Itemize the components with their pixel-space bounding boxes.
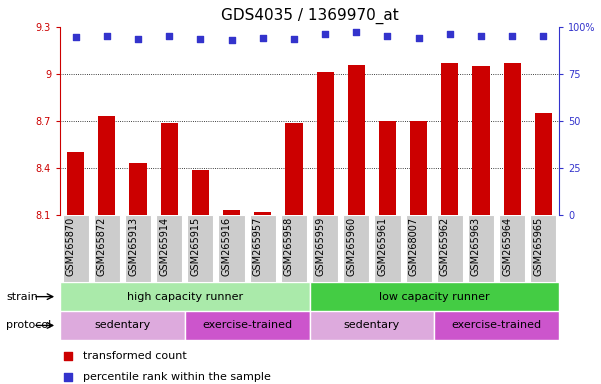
Text: GSM265960: GSM265960 (346, 217, 356, 276)
Text: sedentary: sedentary (94, 320, 151, 331)
Bar (223, 210, 240, 215)
Text: GSM265962: GSM265962 (440, 217, 450, 276)
Bar (472, 66, 490, 215)
Bar (530, 215, 557, 282)
Point (476, 32, 486, 38)
Bar (67, 152, 84, 215)
Bar (468, 215, 494, 282)
Text: GSM265964: GSM265964 (502, 217, 512, 276)
Text: strain: strain (6, 291, 38, 302)
Point (445, 31, 454, 37)
Text: GSM265913: GSM265913 (128, 217, 138, 276)
Point (63, 353, 72, 359)
Bar (374, 215, 400, 282)
Bar (310, 282, 559, 311)
Bar (310, 311, 435, 340)
Text: GSM265961: GSM265961 (377, 217, 388, 276)
Text: GSM268007: GSM268007 (409, 217, 419, 276)
Bar (125, 215, 151, 282)
Point (227, 37, 236, 43)
Point (102, 32, 112, 38)
Text: GSM265959: GSM265959 (315, 217, 325, 276)
Bar (499, 215, 525, 282)
Bar (281, 215, 307, 282)
Bar (249, 215, 276, 282)
Bar (312, 215, 338, 282)
Bar (185, 311, 310, 340)
Text: GSM265965: GSM265965 (533, 217, 543, 276)
Text: GSM265914: GSM265914 (159, 217, 169, 276)
Bar (343, 215, 370, 282)
Point (289, 36, 299, 42)
Text: sedentary: sedentary (344, 320, 400, 331)
Bar (99, 116, 115, 215)
Bar (60, 282, 310, 311)
Text: GSM265915: GSM265915 (191, 217, 200, 276)
Point (63, 374, 72, 381)
Bar (254, 212, 271, 215)
Bar (63, 215, 89, 282)
Text: protocol: protocol (6, 320, 51, 331)
Text: percentile rank within the sample: percentile rank within the sample (82, 372, 270, 382)
Text: GSM265958: GSM265958 (284, 217, 294, 276)
Title: GDS4035 / 1369970_at: GDS4035 / 1369970_at (221, 8, 398, 24)
Bar (156, 215, 182, 282)
Bar (435, 311, 559, 340)
Point (352, 29, 361, 35)
Text: GSM265963: GSM265963 (471, 217, 481, 276)
Bar (285, 122, 302, 215)
Bar (410, 121, 427, 215)
Bar (188, 215, 213, 282)
Bar (441, 63, 459, 215)
Text: high capacity runner: high capacity runner (127, 291, 243, 302)
Bar (406, 215, 432, 282)
Point (507, 32, 517, 38)
Text: transformed count: transformed count (82, 351, 186, 361)
Bar (94, 215, 120, 282)
Point (383, 32, 392, 38)
Bar (504, 63, 520, 215)
Point (414, 35, 424, 41)
Bar (317, 72, 334, 215)
Bar (437, 215, 463, 282)
Bar (379, 121, 396, 215)
Point (165, 32, 174, 38)
Bar (192, 170, 209, 215)
Bar (219, 215, 245, 282)
Point (195, 36, 205, 43)
Point (258, 35, 267, 41)
Text: GSM265872: GSM265872 (97, 217, 107, 276)
Point (320, 31, 330, 37)
Text: GSM265870: GSM265870 (66, 217, 76, 276)
Text: GSM265957: GSM265957 (253, 217, 263, 276)
Text: GSM265916: GSM265916 (222, 217, 231, 276)
Bar (160, 122, 178, 215)
Text: exercise-trained: exercise-trained (451, 320, 542, 331)
Bar (129, 163, 147, 215)
Bar (348, 65, 365, 215)
Text: exercise-trained: exercise-trained (202, 320, 292, 331)
Bar (535, 113, 552, 215)
Point (71, 34, 81, 40)
Text: low capacity runner: low capacity runner (379, 291, 490, 302)
Point (538, 33, 548, 40)
Bar (60, 311, 185, 340)
Point (133, 36, 143, 42)
